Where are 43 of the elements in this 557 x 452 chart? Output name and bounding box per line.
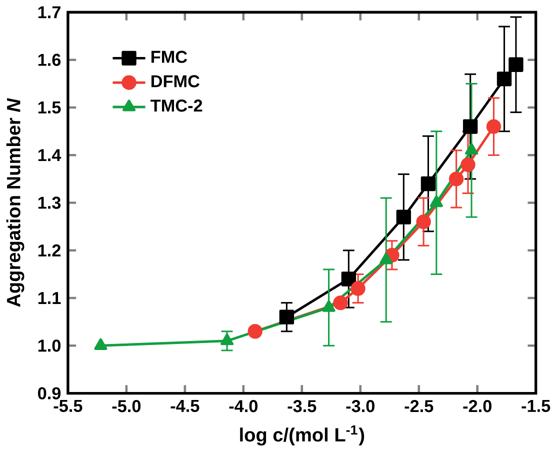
- point: [462, 119, 478, 134]
- y-tick-label: 1.4: [38, 149, 62, 162]
- x-tick-label: -3.5: [288, 400, 316, 412]
- point: [350, 281, 366, 296]
- y-tick-label: 1.5: [38, 102, 61, 114]
- legend-label: DFMC: [151, 75, 200, 88]
- x-tick-label: -5.0: [112, 400, 141, 412]
- point: [508, 57, 524, 72]
- y-axis-title: Aggregation Number N: [6, 98, 24, 307]
- point: [333, 296, 348, 310]
- x-tick-label: -1.5: [522, 400, 550, 412]
- y-tick-label: 1.2: [38, 244, 61, 256]
- point: [460, 157, 476, 172]
- point: [380, 252, 393, 264]
- x-axis-title: log c/(mol L$^{-1}$): [240, 425, 364, 446]
- point: [486, 119, 502, 134]
- x-tick-label: -4.0: [229, 400, 258, 412]
- point: [430, 196, 443, 208]
- point: [416, 214, 431, 230]
- point: [396, 210, 412, 224]
- y-tick-label: 0.9: [38, 387, 61, 400]
- point: [279, 310, 294, 325]
- point: [448, 172, 464, 186]
- x-tick-label: -3.0: [346, 400, 374, 412]
- x-tick-label: -2.5: [404, 400, 434, 412]
- y-tick-label: 1.3: [38, 196, 61, 209]
- x-tick-label: -5.5: [54, 400, 82, 412]
- y-tick-label: 1.0: [38, 340, 61, 352]
- y-tick-label: 1.1: [38, 292, 61, 304]
- x-tick-label: -4.5: [170, 400, 200, 412]
- point: [464, 143, 478, 155]
- y-tick-label: 1.7: [38, 6, 60, 18]
- point: [248, 324, 262, 339]
- y-tick-label: 1.6: [38, 54, 61, 66]
- point: [420, 176, 436, 192]
- x-tick-label: -2.0: [463, 400, 492, 412]
- point: [94, 338, 108, 350]
- point: [496, 72, 512, 86]
- point: [341, 272, 356, 286]
- legend-label: FMC: [151, 50, 188, 64]
- point: [322, 300, 336, 312]
- legend-label: TMC-2: [150, 100, 202, 112]
- point: [220, 334, 234, 346]
